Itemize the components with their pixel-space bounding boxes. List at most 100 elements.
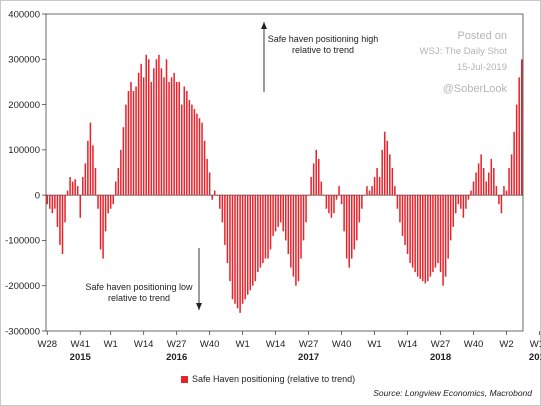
bar: [82, 177, 84, 196]
bar: [480, 154, 482, 196]
bar: [323, 195, 325, 196]
bar: [510, 154, 513, 196]
bar: [320, 181, 323, 196]
x-year-label: 2019: [529, 352, 541, 363]
x-tick-label: W15: [530, 339, 541, 350]
bar: [196, 113, 198, 196]
x-tick-label: W27: [299, 339, 319, 350]
bar: [404, 195, 406, 245]
bar: [46, 195, 49, 205]
bar: [198, 118, 201, 196]
x-year-label: 2016: [166, 352, 187, 363]
bar: [234, 195, 236, 304]
bar: [328, 195, 330, 214]
bar: [89, 122, 92, 196]
bar: [457, 195, 460, 205]
bar: [135, 86, 137, 196]
bar: [508, 167, 510, 196]
bar: [373, 177, 376, 196]
y-tick-label: 300000: [8, 55, 40, 66]
y-tick-label: -100000: [5, 236, 40, 247]
bar: [495, 186, 498, 196]
bar: [462, 195, 465, 218]
bar: [353, 195, 356, 250]
bar: [49, 195, 51, 209]
bar: [312, 163, 315, 196]
bar: [244, 195, 246, 300]
bar: [125, 104, 127, 196]
bar: [69, 177, 71, 196]
bar: [485, 181, 487, 196]
bar: [310, 177, 312, 196]
bar: [429, 195, 432, 277]
bar: [153, 68, 155, 196]
y-tick-label: 200000: [8, 100, 40, 111]
bar: [447, 195, 449, 259]
bar: [127, 90, 130, 196]
bar: [416, 195, 419, 277]
bar: [221, 195, 224, 223]
bar: [427, 195, 429, 282]
bar: [335, 195, 338, 200]
credit-date: 15-Jul-2019: [456, 62, 507, 73]
bar: [315, 149, 317, 196]
bar: [292, 195, 295, 277]
bar: [325, 195, 328, 209]
y-tick-label: 100000: [8, 145, 40, 156]
bar: [132, 90, 135, 196]
bar: [333, 195, 335, 214]
bar: [206, 158, 208, 196]
bar: [165, 59, 168, 196]
bar: [467, 195, 470, 200]
bar: [87, 140, 89, 196]
credit-handle: @SoberLook: [442, 83, 507, 95]
bar: [71, 181, 74, 196]
annotation-arrowhead: [196, 303, 202, 310]
bar: [295, 195, 297, 286]
bar: [406, 195, 409, 255]
bar: [137, 72, 140, 196]
x-axis: W28 W41 W1 W14 W27 W40 W1 W14 W27 W40 W1 W14 W27 W40 W…: [37, 331, 541, 363]
bar: [386, 140, 389, 196]
bar: [142, 77, 145, 196]
bar: [505, 190, 508, 196]
bar: [51, 195, 54, 214]
bar: [191, 104, 193, 196]
bar: [358, 195, 361, 223]
bar: [170, 77, 173, 196]
bar: [104, 195, 107, 232]
bar: [274, 195, 277, 232]
bar: [409, 195, 411, 264]
bar: [383, 131, 386, 196]
x-tick-label: W1: [104, 339, 118, 350]
bar: [252, 195, 254, 286]
bar: [422, 195, 424, 282]
bar: [246, 195, 249, 295]
legend: Safe Haven positioning (relative to tren…: [181, 374, 355, 384]
bar: [300, 195, 302, 259]
bar-series: [46, 54, 523, 313]
bar: [391, 167, 394, 196]
bar: [208, 172, 211, 196]
bar: [366, 186, 368, 196]
bar: [381, 149, 383, 196]
bar: [411, 195, 414, 268]
legend-label: Safe Haven positioning (relative to tren…: [192, 374, 356, 384]
legend-swatch: [181, 375, 188, 383]
bar: [297, 195, 300, 282]
source-note: Source: Longview Economics, Macrobond: [373, 388, 532, 398]
bar: [259, 195, 262, 268]
bar: [163, 77, 165, 196]
bar: [109, 195, 112, 209]
x-tick-label: W40: [200, 339, 220, 350]
bar: [343, 195, 345, 232]
bar: [285, 195, 287, 241]
bar: [302, 195, 305, 241]
x-year-label: 2017: [298, 352, 319, 363]
bar: [389, 154, 391, 196]
bar: [520, 59, 523, 196]
bar: [419, 195, 422, 279]
bar: [236, 195, 239, 309]
bar: [216, 195, 219, 196]
